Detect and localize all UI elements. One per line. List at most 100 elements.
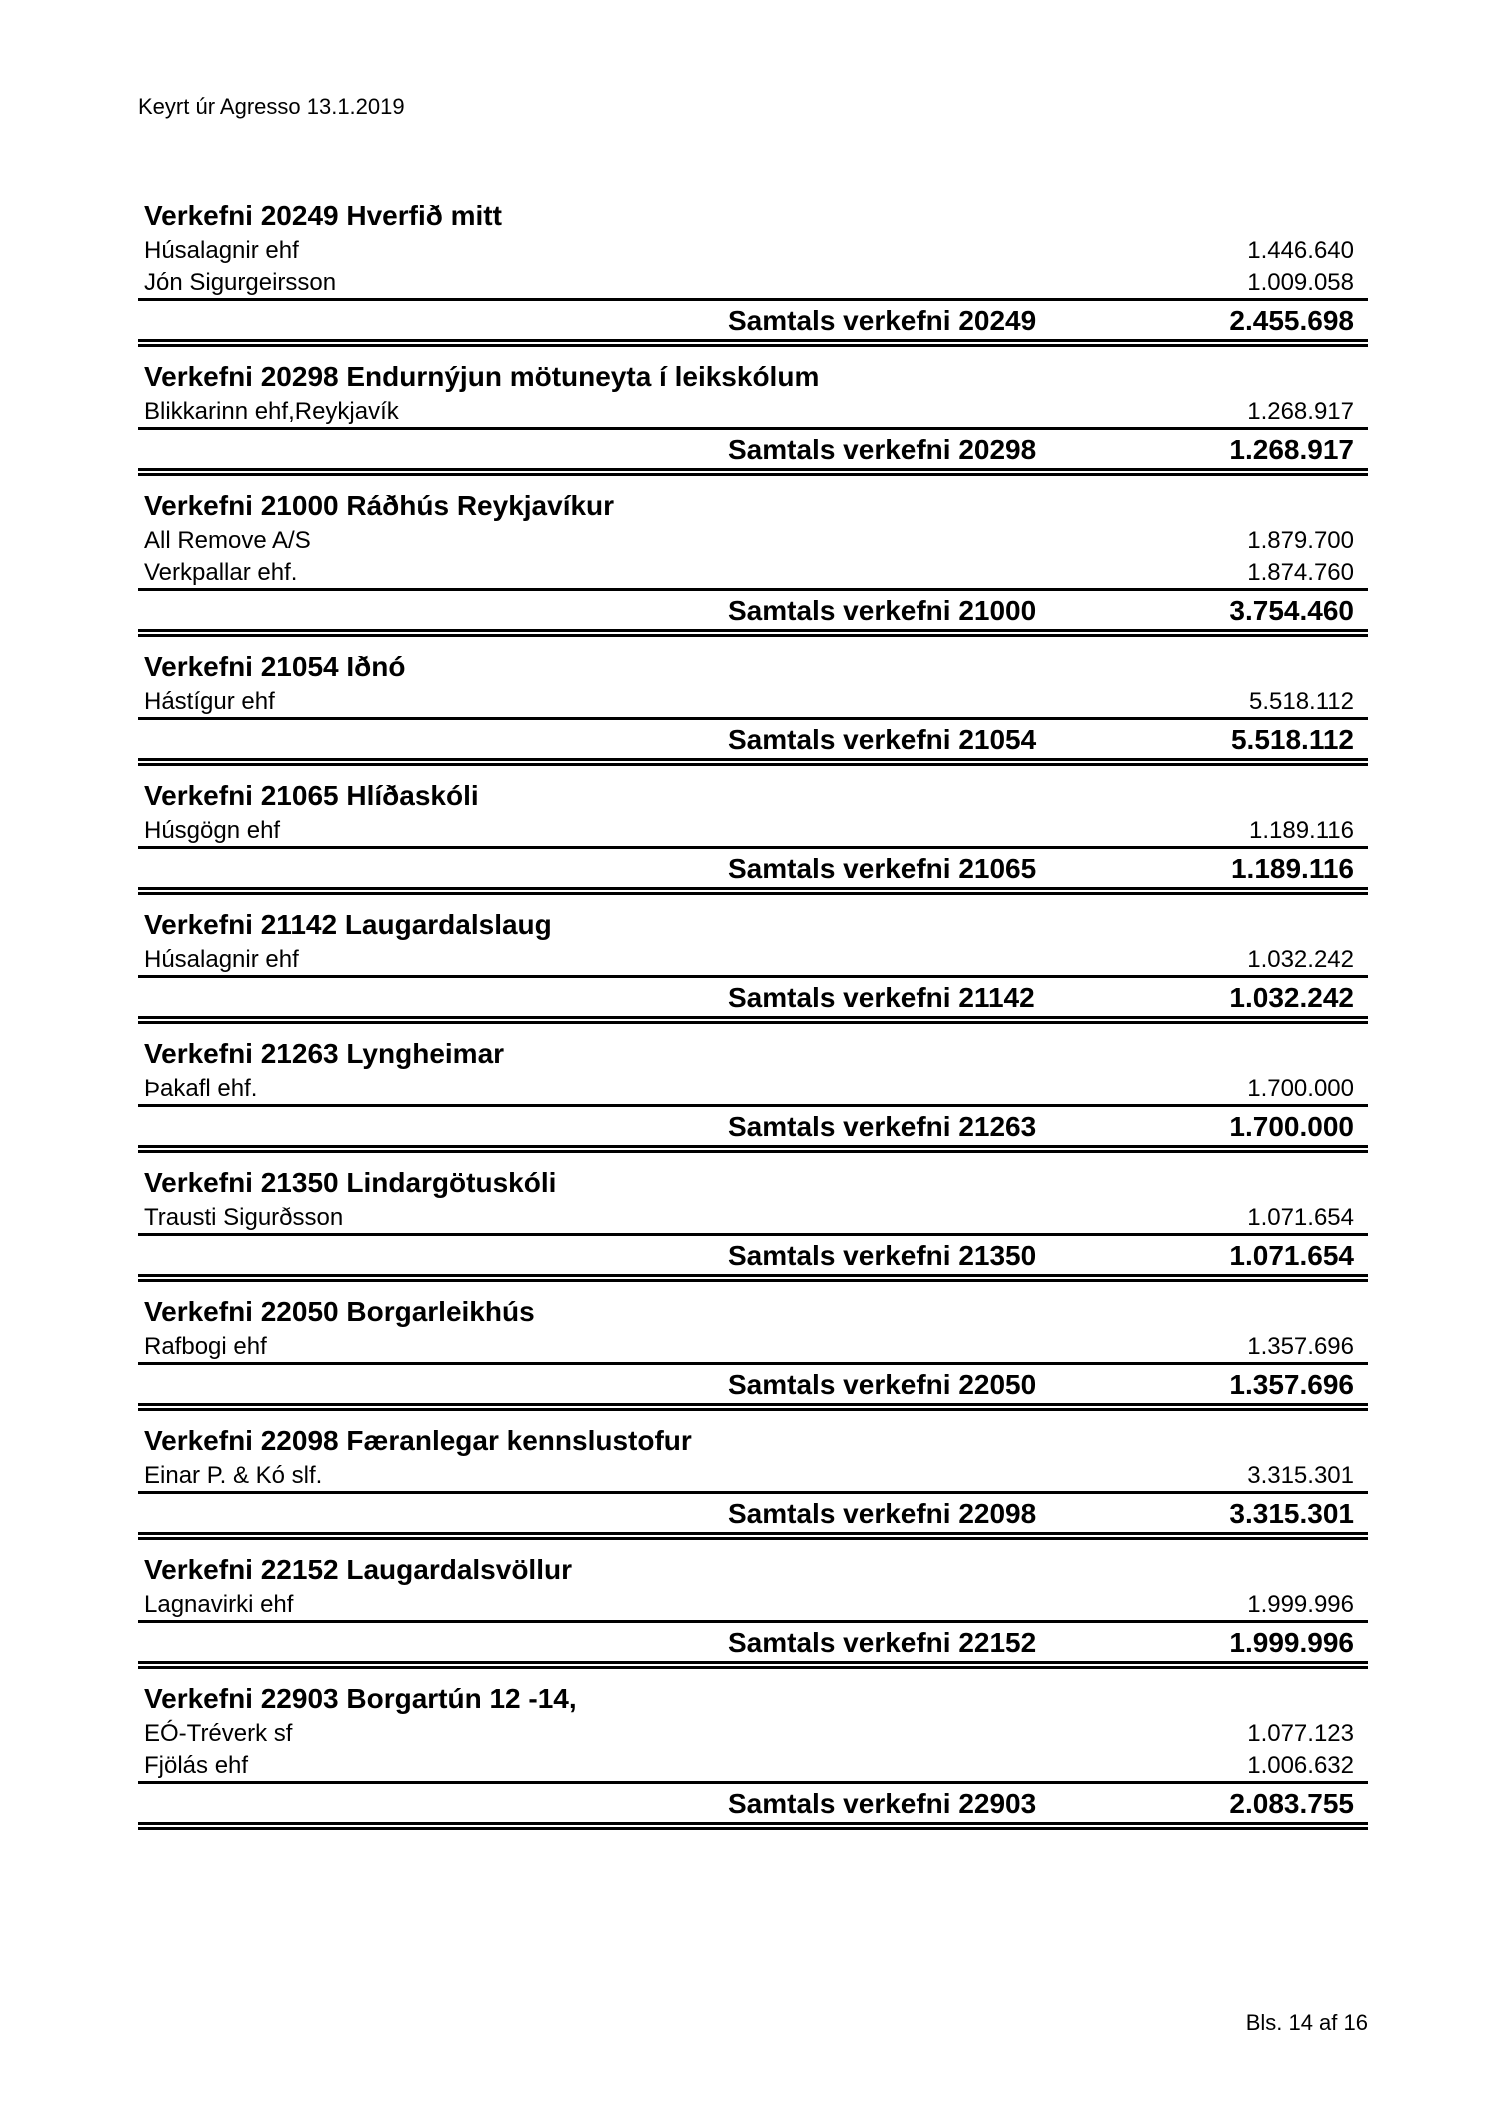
line-item: Blikkarinn ehf,Reykjavík 1.268.917 <box>138 395 1368 427</box>
project-title: Verkefni 22152 Laugardalsvöllur <box>144 1554 572 1585</box>
total-amount: 1.071.654 <box>1229 1240 1354 1271</box>
project-section: Verkefni 20249 Hverfið mitt Húsalagnir e… <box>138 198 1368 347</box>
vendor-name: Hástígur ehf <box>144 688 275 715</box>
line-item: EÓ-Tréverk sf 1.077.123 <box>138 1717 1368 1749</box>
project-total-row: Samtals verkefni 20298 1.268.917 <box>138 430 1368 476</box>
project-total-row: Samtals verkefni 22152 1.999.996 <box>138 1623 1368 1669</box>
project-title: Verkefni 21000 Ráðhús Reykjavíkur <box>144 490 615 521</box>
project-title: Verkefni 21350 Lindargötuskóli <box>144 1167 557 1198</box>
project-title: Verkefni 21142 Laugardalslaug <box>144 909 552 940</box>
total-label: Samtals verkefni 22152 <box>728 1627 1037 1658</box>
vendor-name: Trausti Sigurðsson <box>144 1204 344 1231</box>
vendor-name: Einar P. & Kó slf. <box>144 1462 323 1489</box>
total-label: Samtals verkefni 22098 <box>728 1498 1037 1529</box>
line-items: Trausti Sigurðsson 1.071.654 <box>138 1201 1368 1236</box>
line-items: Blikkarinn ehf,Reykjavík 1.268.917 <box>138 395 1368 430</box>
amount: 1.874.760 <box>1247 559 1354 586</box>
line-items: Húsalagnir ehf 1.032.242 <box>138 943 1368 978</box>
amount: 1.189.116 <box>1249 817 1354 844</box>
line-item: Hástígur ehf 5.518.112 <box>138 685 1368 717</box>
line-item: Jón Sigurgeirsson 1.009.058 <box>138 266 1368 298</box>
vendor-name: Verkpallar ehf. <box>144 559 298 586</box>
line-item: Húsalagnir ehf 1.032.242 <box>138 943 1368 975</box>
amount: 1.879.700 <box>1247 527 1354 554</box>
line-items: Húsalagnir ehf 1.446.640 Jón Sigurgeirss… <box>138 234 1368 301</box>
line-items: Húsgögn ehf 1.189.116 <box>138 814 1368 849</box>
project-section: Verkefni 21000 Ráðhús Reykjavíkur All Re… <box>138 488 1368 637</box>
project-title: Verkefni 22050 Borgarleikhús <box>144 1296 535 1327</box>
total-label: Samtals verkefni 21065 <box>728 853 1037 884</box>
total-label: Samtals verkefni 21142 <box>728 982 1035 1013</box>
project-title: Verkefni 21263 Lyngheimar <box>144 1038 505 1069</box>
vendor-name: EÓ-Tréverk sf <box>144 1720 293 1747</box>
amount: 1.071.654 <box>1247 1204 1354 1231</box>
project-title: Verkefni 21065 Hlíðaskóli <box>144 780 479 811</box>
total-amount: 2.083.755 <box>1229 1788 1354 1819</box>
total-label: Samtals verkefni 22050 <box>728 1369 1037 1400</box>
total-amount: 1.357.696 <box>1229 1369 1354 1400</box>
line-items: All Remove A/S 1.879.700 Verkpallar ehf.… <box>138 524 1368 591</box>
project-section: Verkefni 21142 Laugardalslaug Húsalagnir… <box>138 907 1368 1024</box>
total-amount: 5.518.112 <box>1230 724 1354 755</box>
vendor-name: Jón Sigurgeirsson <box>144 269 337 296</box>
total-label: Samtals verkefni 21263 <box>728 1111 1037 1142</box>
total-label: Samtals verkefni 20298 <box>728 434 1037 465</box>
amount: 1.999.996 <box>1247 1591 1354 1618</box>
amount: 1.268.917 <box>1247 398 1354 425</box>
project-report: Verkefni 20249 Hverfið mitt Húsalagnir e… <box>138 198 1368 1842</box>
amount: 3.315.301 <box>1247 1462 1354 1489</box>
total-amount: 1.700.000 <box>1229 1111 1354 1142</box>
total-amount: 3.315.301 <box>1229 1498 1354 1529</box>
total-amount: 1.999.996 <box>1229 1627 1354 1658</box>
project-total-row: Samtals verkefni 20249 2.455.698 <box>138 301 1368 347</box>
total-label: Samtals verkefni 21350 <box>728 1240 1037 1271</box>
project-section: Verkefni 22050 Borgarleikhús Rafbogi ehf… <box>138 1294 1368 1411</box>
project-title: Verkefni 22903 Borgartún 12 -14, <box>144 1683 577 1714</box>
line-items: EÓ-Tréverk sf 1.077.123 Fjölás ehf 1.006… <box>138 1717 1368 1784</box>
line-item: Húsalagnir ehf 1.446.640 <box>138 234 1368 266</box>
project-section: Verkefni 22152 Laugardalsvöllur Lagnavir… <box>138 1552 1368 1669</box>
line-item: Rafbogi ehf 1.357.696 <box>138 1330 1368 1362</box>
vendor-name: Þakafl ehf. <box>144 1075 258 1102</box>
vendor-name: Blikkarinn ehf,Reykjavík <box>144 398 399 425</box>
amount: 1.357.696 <box>1247 1333 1354 1360</box>
project-section: Verkefni 22903 Borgartún 12 -14, EÓ-Trév… <box>138 1681 1368 1830</box>
page-number: Bls. 14 af 16 <box>1245 2010 1368 2035</box>
project-total-row: Samtals verkefni 22050 1.357.696 <box>138 1365 1368 1411</box>
project-total-row: Samtals verkefni 21350 1.071.654 <box>138 1236 1368 1282</box>
line-item: Þakafl ehf. 1.700.000 <box>138 1072 1368 1104</box>
project-total-row: Samtals verkefni 22903 2.083.755 <box>138 1784 1368 1830</box>
total-label: Samtals verkefni 20249 <box>728 305 1037 336</box>
vendor-name: Húsalagnir ehf <box>144 946 299 973</box>
vendor-name: All Remove A/S <box>144 527 311 554</box>
project-total-row: Samtals verkefni 21142 1.032.242 <box>138 978 1368 1024</box>
line-item: Trausti Sigurðsson 1.071.654 <box>138 1201 1368 1233</box>
total-label: Samtals verkefni 22903 <box>728 1788 1037 1819</box>
amount: 1.009.058 <box>1247 269 1354 296</box>
total-label: Samtals verkefni 21054 <box>728 724 1037 755</box>
total-amount: 2.455.698 <box>1229 305 1354 336</box>
project-section: Verkefni 21054 Iðnó Hástígur ehf 5.518.1… <box>138 649 1368 766</box>
vendor-name: Fjölás ehf <box>144 1752 249 1779</box>
vendor-name: Rafbogi ehf <box>144 1333 267 1360</box>
project-total-row: Samtals verkefni 21000 3.754.460 <box>138 591 1368 637</box>
project-section: Verkefni 20298 Endurnýjun mötuneyta í le… <box>138 359 1368 476</box>
project-title: Verkefni 20298 Endurnýjun mötuneyta í le… <box>144 361 820 392</box>
project-title: Verkefni 22098 Færanlegar kennslustofur <box>144 1425 692 1456</box>
line-items: Einar P. & Kó slf. 3.315.301 <box>138 1459 1368 1494</box>
project-section: Verkefni 21350 Lindargötuskóli Trausti S… <box>138 1165 1368 1282</box>
amount: 1.077.123 <box>1247 1720 1354 1747</box>
project-total-row: Samtals verkefni 22098 3.315.301 <box>138 1494 1368 1540</box>
amount: 1.006.632 <box>1247 1752 1354 1779</box>
total-label: Samtals verkefni 21000 <box>728 595 1037 626</box>
line-item: Lagnavirki ehf 1.999.996 <box>138 1588 1368 1620</box>
line-item: All Remove A/S 1.879.700 <box>138 524 1368 556</box>
amount: 1.700.000 <box>1247 1075 1354 1102</box>
project-section: Verkefni 22098 Færanlegar kennslustofur … <box>138 1423 1368 1540</box>
line-items: Þakafl ehf. 1.700.000 <box>138 1072 1368 1107</box>
line-item: Verkpallar ehf. 1.874.760 <box>138 556 1368 588</box>
amount: 1.446.640 <box>1247 237 1354 264</box>
total-amount: 3.754.460 <box>1229 595 1354 626</box>
vendor-name: Húsgögn ehf <box>144 817 281 844</box>
total-amount: 1.268.917 <box>1229 434 1354 465</box>
